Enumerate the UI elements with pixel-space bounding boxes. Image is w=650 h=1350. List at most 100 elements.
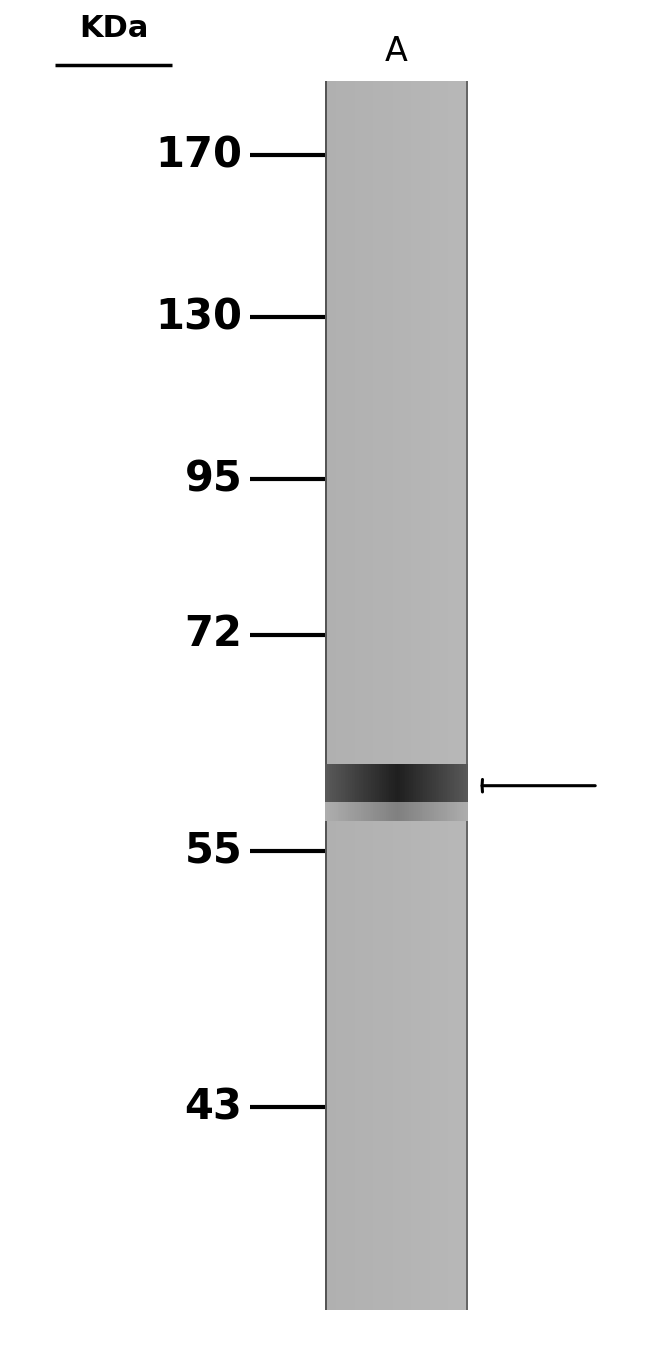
Bar xyxy=(358,802,359,821)
Bar xyxy=(398,81,400,1310)
Bar xyxy=(458,802,459,821)
Text: A: A xyxy=(385,35,408,68)
Bar xyxy=(364,802,366,821)
Bar xyxy=(445,764,447,802)
Bar xyxy=(456,764,458,802)
Bar xyxy=(363,802,364,821)
Bar xyxy=(350,81,352,1310)
Bar xyxy=(382,802,384,821)
Bar xyxy=(361,764,363,802)
Bar xyxy=(430,81,432,1310)
Bar xyxy=(398,764,400,802)
Bar xyxy=(463,802,464,821)
Bar xyxy=(441,802,443,821)
Bar xyxy=(406,81,407,1310)
Bar xyxy=(447,764,448,802)
Bar xyxy=(375,81,377,1310)
Bar xyxy=(439,764,441,802)
Bar xyxy=(400,764,402,802)
Bar xyxy=(454,802,456,821)
Bar xyxy=(456,802,458,821)
Bar xyxy=(466,764,468,802)
Bar xyxy=(361,81,363,1310)
Bar xyxy=(354,81,356,1310)
Bar xyxy=(409,81,411,1310)
Bar xyxy=(463,764,464,802)
Bar xyxy=(461,764,463,802)
Bar xyxy=(429,81,430,1310)
Bar xyxy=(372,802,373,821)
Bar xyxy=(396,802,398,821)
Bar xyxy=(334,802,336,821)
Bar xyxy=(450,764,452,802)
Bar xyxy=(363,81,364,1310)
Text: 95: 95 xyxy=(185,458,242,501)
Bar xyxy=(437,802,439,821)
Bar xyxy=(330,81,332,1310)
Bar xyxy=(445,81,447,1310)
Bar xyxy=(384,81,386,1310)
Bar xyxy=(436,764,437,802)
Bar xyxy=(368,764,370,802)
Bar xyxy=(386,764,387,802)
Bar xyxy=(356,81,358,1310)
Bar xyxy=(375,764,377,802)
Bar xyxy=(364,764,366,802)
Bar xyxy=(335,802,337,821)
Text: KDa: KDa xyxy=(79,15,148,43)
Bar xyxy=(386,802,387,821)
Bar xyxy=(413,81,415,1310)
Bar xyxy=(327,802,329,821)
Bar xyxy=(464,81,466,1310)
Bar xyxy=(441,764,443,802)
Bar xyxy=(443,802,445,821)
Bar xyxy=(334,81,336,1310)
Bar xyxy=(384,764,386,802)
Bar xyxy=(418,81,420,1310)
Bar xyxy=(418,764,420,802)
Bar xyxy=(454,764,456,802)
Bar xyxy=(400,802,402,821)
Bar xyxy=(370,764,372,802)
Bar xyxy=(430,764,432,802)
Bar xyxy=(420,81,422,1310)
Bar xyxy=(335,764,337,802)
Bar xyxy=(380,764,382,802)
Bar xyxy=(396,81,398,1310)
Bar xyxy=(339,802,341,821)
Bar xyxy=(366,764,368,802)
Bar xyxy=(327,764,329,802)
Bar xyxy=(437,81,439,1310)
Bar xyxy=(459,81,461,1310)
Bar xyxy=(391,802,393,821)
Bar xyxy=(434,802,436,821)
Text: 55: 55 xyxy=(185,829,242,872)
Bar xyxy=(389,81,391,1310)
Bar xyxy=(407,802,409,821)
Bar xyxy=(325,81,327,1310)
Bar xyxy=(459,764,461,802)
Bar xyxy=(458,81,459,1310)
Bar xyxy=(344,802,346,821)
Bar xyxy=(368,802,370,821)
Bar xyxy=(339,81,341,1310)
Bar xyxy=(346,81,348,1310)
Bar xyxy=(413,764,415,802)
Bar xyxy=(409,764,411,802)
Bar xyxy=(343,764,344,802)
Bar xyxy=(429,802,430,821)
Bar xyxy=(389,802,391,821)
Bar xyxy=(443,764,445,802)
Bar xyxy=(441,81,443,1310)
Bar xyxy=(341,764,343,802)
Bar xyxy=(377,81,378,1310)
Bar xyxy=(400,81,402,1310)
Bar xyxy=(343,81,344,1310)
Bar xyxy=(387,802,389,821)
Bar xyxy=(378,81,380,1310)
Bar xyxy=(448,81,450,1310)
Bar xyxy=(350,802,352,821)
Bar xyxy=(356,802,358,821)
Bar xyxy=(334,764,336,802)
Bar xyxy=(411,81,413,1310)
